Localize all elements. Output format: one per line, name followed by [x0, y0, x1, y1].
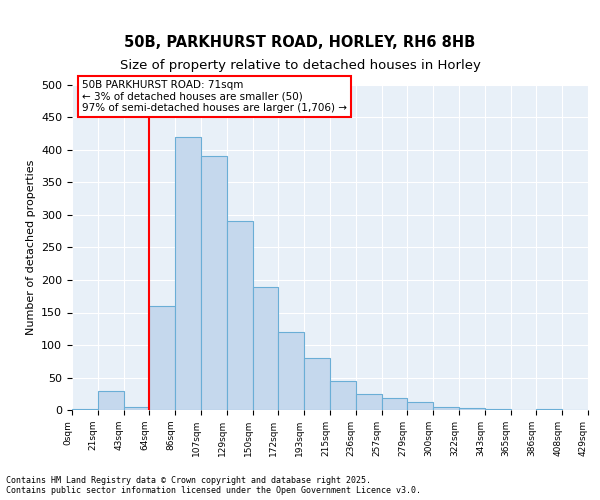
- Bar: [459, 408, 485, 410]
- Bar: [253, 286, 278, 410]
- Bar: [304, 358, 330, 410]
- Bar: [149, 306, 175, 410]
- Bar: [433, 408, 459, 410]
- Bar: [356, 394, 382, 410]
- Bar: [278, 332, 304, 410]
- Bar: [382, 398, 407, 410]
- Text: Size of property relative to detached houses in Horley: Size of property relative to detached ho…: [119, 60, 481, 72]
- Bar: [175, 137, 201, 410]
- Bar: [201, 156, 227, 410]
- Bar: [72, 408, 98, 410]
- Bar: [330, 381, 356, 410]
- Text: 50B, PARKHURST ROAD, HORLEY, RH6 8HB: 50B, PARKHURST ROAD, HORLEY, RH6 8HB: [124, 35, 476, 50]
- Bar: [124, 407, 149, 410]
- Bar: [98, 390, 124, 410]
- Bar: [227, 222, 253, 410]
- Text: Contains HM Land Registry data © Crown copyright and database right 2025.
Contai: Contains HM Land Registry data © Crown c…: [6, 476, 421, 495]
- Bar: [407, 402, 433, 410]
- Y-axis label: Number of detached properties: Number of detached properties: [26, 160, 35, 335]
- Text: 50B PARKHURST ROAD: 71sqm
← 3% of detached houses are smaller (50)
97% of semi-d: 50B PARKHURST ROAD: 71sqm ← 3% of detach…: [82, 80, 347, 113]
